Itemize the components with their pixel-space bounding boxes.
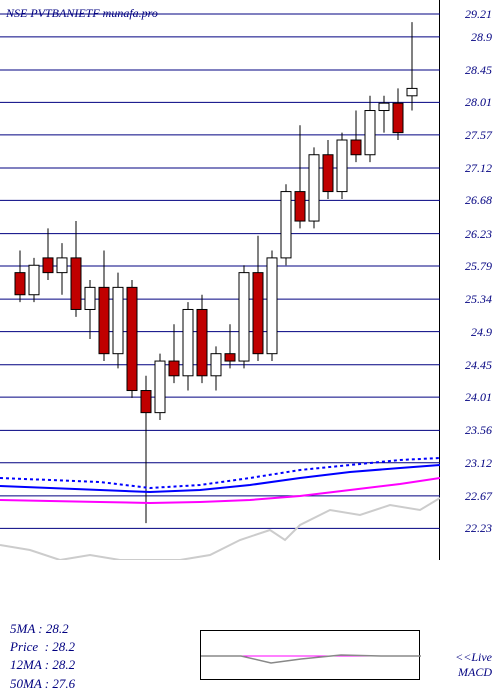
y-tick-label: 25.34 — [465, 292, 492, 307]
chart-title: NSE PVTBANIETF munafa.pro — [6, 6, 158, 21]
y-tick-label: 24.45 — [465, 358, 492, 373]
y-tick-label: 29.21 — [465, 7, 492, 22]
ma50-value: 27.6 — [52, 676, 75, 691]
main-chart-area: NSE PVTBANIETF munafa.pro — [0, 0, 440, 560]
y-tick-label: 28.45 — [465, 63, 492, 78]
y-tick-label: 22.67 — [465, 489, 492, 504]
ma50-row: 50MA : 27.6 — [10, 675, 75, 693]
y-tick-label: 27.12 — [465, 161, 492, 176]
y-tick-label: 23.12 — [465, 456, 492, 471]
ma5-value: 28.2 — [46, 621, 69, 636]
ma50-label: 50MA — [10, 676, 42, 691]
y-tick-label: 25.79 — [465, 259, 492, 274]
ma12-row: 12MA : 28.2 — [10, 656, 75, 674]
y-tick-label: 24.01 — [465, 390, 492, 405]
stats-panel: 5MA : 28.2 Price : 28.2 12MA : 28.2 50MA… — [10, 620, 75, 693]
macd-chart — [201, 631, 421, 681]
y-tick-label: 28.9 — [471, 30, 492, 45]
y-tick-label: 26.23 — [465, 227, 492, 242]
moving-averages — [0, 0, 440, 560]
macd-label: MACD — [458, 665, 492, 680]
ma12-label: 12MA — [10, 657, 42, 672]
macd-panel — [200, 630, 420, 680]
stock-chart: NSE PVTBANIETF munafa.pro 29.21 28.9 28.45… — [0, 0, 500, 700]
y-tick-label: 27.57 — [465, 128, 492, 143]
y-tick-label: 24.9 — [471, 325, 492, 340]
ma5-label: 5MA — [10, 621, 35, 636]
y-tick-label: 26.68 — [465, 193, 492, 208]
y-tick-label: 23.56 — [465, 423, 492, 438]
y-tick-label: 22.23 — [465, 521, 492, 536]
price-value: 28.2 — [52, 639, 75, 654]
ma5-row: 5MA : 28.2 — [10, 620, 75, 638]
ma12-value: 28.2 — [52, 657, 75, 672]
price-label: Price — [10, 639, 38, 654]
y-axis: 29.21 28.9 28.45 28.01 27.57 27.12 26.68 26.23 2… — [440, 0, 500, 560]
macd-live-label: <<Live — [455, 650, 492, 665]
price-row: Price : 28.2 — [10, 638, 75, 656]
y-tick-label: 28.01 — [465, 95, 492, 110]
